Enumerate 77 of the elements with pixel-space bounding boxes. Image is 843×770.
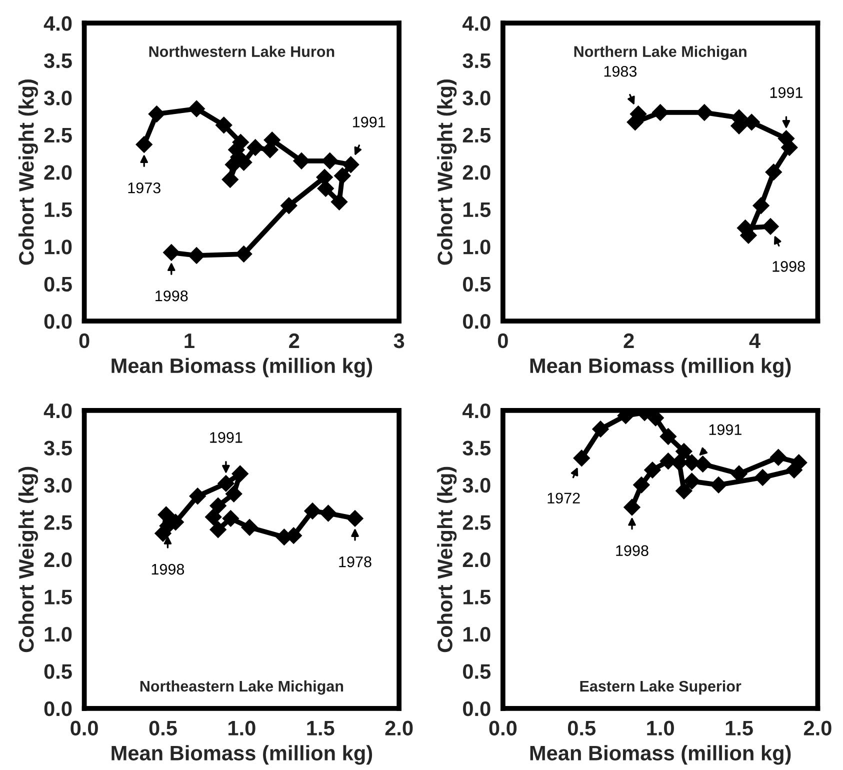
x-tick-label: 3 xyxy=(394,333,404,348)
text: Northeastern Lake Michigan xyxy=(140,680,344,695)
y-tick-label: 2.0 xyxy=(44,552,72,568)
y-tick-label: 0.5 xyxy=(44,664,72,679)
x-tick-label: 0.5 xyxy=(568,720,596,736)
text: Eastern Lake Superior xyxy=(580,680,742,695)
y-tick-label: 1.5 xyxy=(44,202,72,218)
y-tick-label: 2.5 xyxy=(44,128,72,143)
y-tick-label: 2.5 xyxy=(462,128,491,143)
annotation: 1973 xyxy=(128,182,160,194)
y-tick-label: 3.0 xyxy=(44,478,72,493)
y-tick-label: 3.0 xyxy=(462,478,490,493)
y-tick-label: 0.0 xyxy=(44,314,72,329)
y-tick-label: 1.5 xyxy=(44,590,72,604)
y-tick-label: 2.0 xyxy=(462,165,490,180)
x-tick-label: 0.0 xyxy=(70,720,98,736)
y-tick-label: 0.5 xyxy=(44,276,72,292)
x-tick-label: 0 xyxy=(498,333,508,348)
y-tick-label: 0.5 xyxy=(463,276,491,292)
y-tick-label: 4.0 xyxy=(462,403,490,418)
x-tick-label: 0 xyxy=(79,333,90,348)
y-tick-label: 1.0 xyxy=(463,240,490,254)
annotation: 1991 xyxy=(210,432,242,443)
annotation: 1991 xyxy=(709,424,742,436)
y-axis-title: Cohort Weight (kg) xyxy=(437,80,457,265)
y-tick-label: 2.5 xyxy=(44,515,72,530)
y-tick-label: 3.5 xyxy=(44,440,72,456)
annotation: 1978 xyxy=(339,556,372,568)
y-tick-label: 3.0 xyxy=(44,90,72,106)
y-tick-label: 2.0 xyxy=(462,552,490,568)
y-axis-title: Cohort Weight (kg) xyxy=(18,80,38,265)
x-axis-title: Mean Biomass (million kg) xyxy=(112,745,372,765)
x-tick-label: 1 xyxy=(184,334,194,348)
annotation: 1998 xyxy=(616,545,648,556)
annotation: 1998 xyxy=(156,290,188,302)
x-tick-label: 2 xyxy=(624,333,634,348)
y-tick-label: 1.0 xyxy=(463,626,490,642)
y-tick-label: 4.0 xyxy=(44,16,72,31)
y-tick-label: 2.0 xyxy=(44,165,72,180)
x-tick-label: 2 xyxy=(289,333,300,348)
y-tick-label: 0.0 xyxy=(463,701,490,716)
annotation: 1998 xyxy=(772,261,805,272)
x-tick-label: 2.0 xyxy=(804,720,832,736)
text: Northern Lake Michigan xyxy=(574,46,746,60)
y-axis-title: Cohort Weight (kg) xyxy=(437,466,457,652)
y-tick-label: 1.0 xyxy=(44,626,72,642)
x-axis-title: Mean Biomass (million kg) xyxy=(530,358,791,378)
x-tick-label: 0.5 xyxy=(149,720,177,736)
annotation: 1972 xyxy=(548,492,580,504)
x-tick-label: 1.5 xyxy=(726,720,753,736)
y-tick-label: 3.5 xyxy=(462,53,491,68)
y-axis-title: Cohort Weight (kg) xyxy=(18,466,38,652)
y-tick-label: 0.5 xyxy=(463,664,491,679)
y-tick-label: 1.5 xyxy=(463,202,491,218)
x-tick-label: 4 xyxy=(749,334,760,348)
y-tick-label: 2.5 xyxy=(462,515,491,530)
y-tick-label: 3.5 xyxy=(44,53,72,68)
x-tick-label: 1.5 xyxy=(307,720,334,736)
annotation: 1991 xyxy=(770,87,802,98)
x-tick-label: 2.0 xyxy=(385,720,413,736)
x-tick-label: 1.0 xyxy=(228,720,256,736)
y-tick-label: 4.0 xyxy=(462,16,490,31)
y-tick-label: 0.0 xyxy=(463,314,490,329)
annotation: 1983 xyxy=(604,66,637,77)
x-axis-title: Mean Biomass (million kg) xyxy=(112,358,372,378)
y-tick-label: 0.0 xyxy=(44,701,72,716)
text: Northwestern Lake Huron xyxy=(149,46,334,57)
y-tick-label: 3.5 xyxy=(462,440,491,456)
y-tick-label: 3.0 xyxy=(462,90,490,106)
x-tick-label: 0.0 xyxy=(489,720,517,736)
y-tick-label: 1.5 xyxy=(463,590,491,604)
annotation: 1998 xyxy=(152,564,184,575)
x-axis-title: Mean Biomass (million kg) xyxy=(530,745,791,765)
y-tick-label: 4.0 xyxy=(44,403,72,418)
x-tick-label: 1.0 xyxy=(647,720,674,736)
annotation: 1991 xyxy=(353,116,386,128)
y-tick-label: 1.0 xyxy=(44,240,72,254)
